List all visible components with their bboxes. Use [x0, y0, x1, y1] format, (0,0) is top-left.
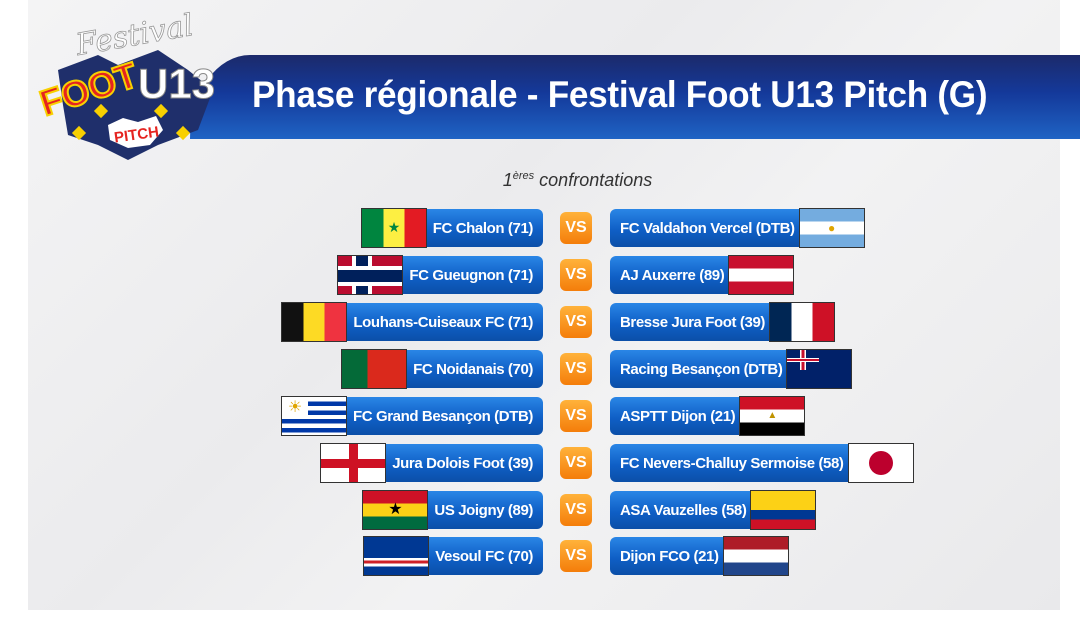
away-team-label: AJ Auxerre (89) — [610, 256, 729, 294]
home-team[interactable]: Louhans-Cuiseaux FC (71) — [281, 302, 543, 342]
away-team-label: Dijon FCO (21) — [610, 537, 723, 575]
home-team[interactable]: ★ FC Chalon (71) — [360, 208, 543, 248]
home-team-label: Jura Dolois Foot (39) — [386, 444, 543, 482]
austria-flag-icon — [728, 255, 795, 295]
home-team[interactable]: ★ US Joigny (89) — [362, 490, 543, 530]
ghana-flag-icon: ★ — [362, 490, 429, 530]
subtitle-text: confrontations — [539, 170, 653, 190]
home-team[interactable]: FC Grand Besançon (DTB) — [281, 396, 543, 436]
away-team-label: Bresse Jura Foot (39) — [610, 303, 769, 341]
england-flag-icon — [320, 443, 387, 483]
vs-badge: VS — [560, 353, 592, 385]
home-team-label: FC Noidanais (70) — [407, 350, 543, 388]
match-row: FC Grand Besançon (DTB) VS ASPTT Dijon (… — [0, 396, 1080, 436]
home-team[interactable]: Jura Dolois Foot (39) — [320, 443, 543, 483]
senegal-flag-icon: ★ — [360, 208, 427, 248]
belgium-flag-icon — [281, 302, 348, 342]
away-team[interactable]: FC Valdahon Vercel (DTB) ● — [610, 208, 865, 248]
vs-badge: VS — [560, 540, 592, 572]
away-team-label: FC Valdahon Vercel (DTB) — [610, 209, 799, 247]
match-row: Jura Dolois Foot (39) VS FC Nevers-Chall… — [0, 443, 1080, 483]
away-team-label: Racing Besançon (DTB) — [610, 350, 787, 388]
uruguay-flag-icon — [281, 396, 348, 436]
match-row: Vesoul FC (70) VS Dijon FCO (21) — [0, 536, 1080, 576]
norway-flag-icon — [337, 255, 404, 295]
home-team-label: Louhans-Cuiseaux FC (71) — [347, 303, 543, 341]
colombia-flag-icon — [750, 490, 817, 530]
festival-foot-u13-pitch-logo: Festival FOOT U13 PITCH — [38, 10, 216, 160]
home-team[interactable]: Vesoul FC (70) — [363, 536, 543, 576]
home-team-label: US Joigny (89) — [428, 491, 543, 529]
match-row: FC Noidanais (70) VS Racing Besançon (DT… — [0, 349, 1080, 389]
svg-text:Festival: Festival — [72, 10, 196, 63]
svg-text:PITCH: PITCH — [113, 123, 160, 146]
away-team[interactable]: FC Nevers-Challuy Sermoise (58) — [610, 443, 914, 483]
vs-badge: VS — [560, 259, 592, 291]
home-team-label: FC Chalon (71) — [426, 209, 543, 247]
vs-badge: VS — [560, 494, 592, 526]
match-row: ★ US Joigny (89) VS ASA Vauzelles (58) — [0, 490, 1080, 530]
home-team[interactable]: FC Gueugnon (71) — [337, 255, 543, 295]
away-team[interactable]: Racing Besançon (DTB) — [610, 349, 853, 389]
home-team-label: FC Grand Besançon (DTB) — [347, 397, 543, 435]
round-subtitle: 1ères confrontations — [0, 170, 1080, 191]
vs-badge: VS — [560, 212, 592, 244]
match-row: ★ FC Chalon (71) VS FC Valdahon Vercel (… — [0, 208, 1080, 248]
subtitle-number: 1 — [502, 170, 513, 190]
away-team[interactable]: ASPTT Dijon (21) ▲ — [610, 396, 806, 436]
page-title: Phase régionale - Festival Foot U13 Pitc… — [252, 74, 988, 115]
match-row: Louhans-Cuiseaux FC (71) VS Bresse Jura … — [0, 302, 1080, 342]
away-team-label: ASA Vauzelles (58) — [610, 491, 751, 529]
away-team[interactable]: ASA Vauzelles (58) — [610, 490, 817, 530]
header-banner — [190, 55, 1080, 139]
home-team-label: FC Gueugnon (71) — [403, 256, 543, 294]
match-row: FC Gueugnon (71) VS AJ Auxerre (89) — [0, 255, 1080, 295]
vs-badge: VS — [560, 447, 592, 479]
netherlands-flag-icon — [722, 536, 789, 576]
away-team-label: ASPTT Dijon (21) — [610, 397, 740, 435]
svg-text:U13: U13 — [138, 60, 215, 107]
egypt-flag-icon: ▲ — [739, 396, 806, 436]
japan-flag-icon — [847, 443, 914, 483]
home-team[interactable]: FC Noidanais (70) — [341, 349, 543, 389]
argentina-flag-icon: ● — [798, 208, 865, 248]
vs-badge: VS — [560, 400, 592, 432]
away-team[interactable]: Bresse Jura Foot (39) — [610, 302, 835, 342]
cape-verde-flag-icon — [363, 536, 430, 576]
away-team[interactable]: Dijon FCO (21) — [610, 536, 789, 576]
new-zealand-flag-icon — [786, 349, 853, 389]
france-flag-icon — [768, 302, 835, 342]
subtitle-superscript: ères — [512, 170, 535, 182]
home-team-label: Vesoul FC (70) — [429, 537, 543, 575]
away-team-label: FC Nevers-Challuy Sermoise (58) — [610, 444, 848, 482]
portugal-flag-icon — [341, 349, 408, 389]
away-team[interactable]: AJ Auxerre (89) — [610, 255, 795, 295]
vs-badge: VS — [560, 306, 592, 338]
